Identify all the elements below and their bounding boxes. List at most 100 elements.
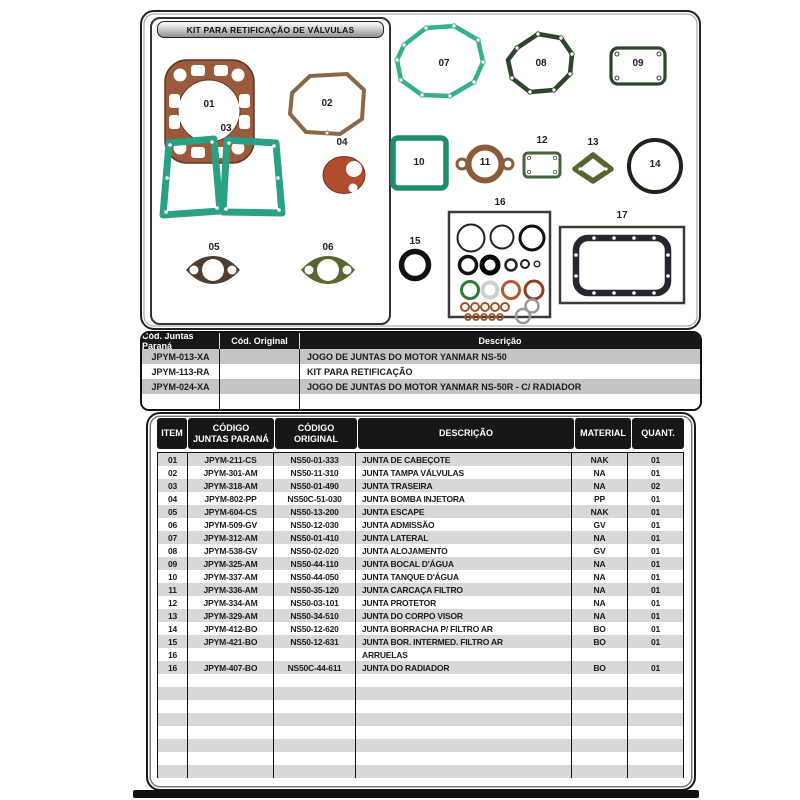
- kits-table-row: JPYM-013-XA JOGO DE JUNTAS DO MOTOR YANMA…: [142, 349, 700, 364]
- kits-table-cell: JOGO DE JUNTAS DO MOTOR YANMAR NS-50R - …: [307, 381, 582, 392]
- diagram-label-16: 16: [494, 197, 506, 208]
- parts-table-row: 09 JPYM-325-AM NS50-44-110 JUNTA BOCAL D'ÁG…: [158, 557, 683, 570]
- parts-table-row: 05 JPYM-604-CS NS50-13-200 JUNTA ESCAPE NAK 0…: [158, 505, 683, 518]
- parts-table-cell: [188, 674, 274, 687]
- parts-table-cell: NAK: [572, 505, 628, 518]
- parts-table-cell: 04: [158, 492, 188, 505]
- parts-table-cell: JPYM-509-GV: [188, 518, 274, 531]
- parts-table-cell: [158, 700, 188, 713]
- parts-table-cell: 01: [650, 623, 661, 634]
- parts-table-cell: [572, 752, 628, 765]
- parts-table-cell: [188, 713, 274, 726]
- parts-table-cell: BO: [572, 661, 628, 674]
- parts-table-cell: [274, 739, 356, 752]
- parts-table-cell: [274, 674, 356, 687]
- parts-table-cell: 01: [650, 597, 661, 608]
- parts-table-cell: 14: [158, 622, 188, 635]
- kits-table-cell: [220, 349, 300, 364]
- parts-header-cell: DESCRIÇÃO: [358, 418, 574, 449]
- parts-table-cell: [274, 726, 356, 739]
- parts-table-cell: [572, 739, 628, 752]
- diagram-label-13: 13: [587, 137, 599, 148]
- parts-table-cell: 10: [158, 570, 188, 583]
- kits-table-header: Cód. Juntas Paraná Cód. Original Descrição: [142, 333, 700, 351]
- parts-table-cell: BO: [572, 622, 628, 635]
- parts-table-row: [158, 700, 683, 713]
- parts-table-cell: [572, 648, 628, 661]
- gasket-13-illustration: [572, 152, 614, 184]
- parts-table-cell: NA: [572, 479, 628, 492]
- diagram-label-06: 06: [322, 242, 334, 253]
- kits-header-cell: Cód. Original: [220, 333, 300, 349]
- parts-table-cell: NS50C-51-030: [274, 492, 356, 505]
- parts-table-cell: [628, 713, 683, 726]
- parts-table-cell: [188, 739, 274, 752]
- parts-table-cell: JPYM-336-AM: [188, 583, 274, 596]
- diagram-label-03: 03: [220, 123, 232, 134]
- parts-table-cell: JPYM-412-BO: [188, 622, 274, 635]
- parts-table-cell: ARRUELAS: [356, 648, 572, 661]
- parts-table-cell: NS50-01-333: [274, 453, 356, 466]
- parts-table-cell: NAK: [572, 453, 628, 466]
- parts-table-cell: JPYM-334-AM: [188, 596, 274, 609]
- parts-table-cell: 02: [158, 466, 188, 479]
- parts-table-cell: JUNTA ADMISSÃO: [356, 518, 572, 531]
- diagram-label-04: 04: [336, 137, 348, 148]
- gasket-15-illustration: [398, 248, 432, 282]
- bottom-divider-bar: [133, 790, 699, 798]
- parts-table-row: 11 JPYM-336-AM NS50-35-120 JUNTA CARCAÇA FI…: [158, 583, 683, 596]
- parts-table-cell: [188, 700, 274, 713]
- parts-table-cell: [274, 752, 356, 765]
- diagram-label-15: 15: [409, 236, 421, 247]
- parts-header-cell: QUANT.: [632, 418, 684, 449]
- parts-table-cell: [356, 739, 572, 752]
- kits-table-cell: JPYM-013-XA: [142, 349, 220, 364]
- parts-table-row: 15 JPYM-421-BO NS50-12-631 JUNTA BOR. INTER…: [158, 635, 683, 648]
- parts-table-cell: JPYM-421-BO: [188, 635, 274, 648]
- parts-table-cell: JUNTA TANQUE D'ÁGUA: [356, 570, 572, 583]
- parts-table-cell: JPYM-407-BO: [188, 661, 274, 674]
- parts-table-cell: JUNTA BOCAL D'ÁGUA: [356, 557, 572, 570]
- parts-table-cell: JPYM-337-AM: [188, 570, 274, 583]
- parts-table-cell: JUNTA TAMPA VÁLVULAS: [356, 466, 572, 479]
- parts-table-cell: JPYM-802-PP: [188, 492, 274, 505]
- parts-table-cell: NA: [572, 531, 628, 544]
- diagram-label-09: 09: [632, 58, 644, 69]
- kits-table-body: JPYM-013-XA JOGO DE JUNTAS DO MOTOR YANMA…: [142, 349, 700, 409]
- kits-table-row: JPYM-024-XA JOGO DE JUNTAS DO MOTOR YANMA…: [142, 379, 700, 394]
- kits-table-cell: [142, 394, 220, 409]
- parts-table-cell: 12: [158, 596, 188, 609]
- parts-table-cell: [356, 752, 572, 765]
- parts-table-cell: NA: [572, 596, 628, 609]
- parts-header-cell: CÓDIGO ORIGINAL: [275, 418, 357, 449]
- diagram-label-07: 07: [438, 58, 450, 69]
- parts-table-cell: [274, 700, 356, 713]
- kits-table-cell: [220, 364, 300, 379]
- parts-table-row: 13 JPYM-329-AM NS50-34-510 JUNTA DO CORPO V…: [158, 609, 683, 622]
- parts-table-cell: [274, 687, 356, 700]
- parts-table-cell: NS50-01-490: [274, 479, 356, 492]
- parts-table-cell: BO: [572, 635, 628, 648]
- parts-table-cell: GV: [572, 544, 628, 557]
- parts-table-cell: [628, 752, 683, 765]
- parts-table-cell: 15: [158, 635, 188, 648]
- parts-header-cell: CÓDIGO JUNTAS PARANÁ: [188, 418, 274, 449]
- parts-table-cell: 09: [158, 557, 188, 570]
- parts-table-cell: [628, 700, 683, 713]
- parts-table-cell: [356, 726, 572, 739]
- parts-table-row: 03 JPYM-318-AM NS50-01-490 JUNTA TRASEIRA NA…: [158, 479, 683, 492]
- diagram-label-01: 01: [203, 99, 215, 110]
- parts-table-cell: 01: [650, 532, 661, 543]
- parts-table-cell: NA: [572, 583, 628, 596]
- parts-table-cell: NS50-12-631: [274, 635, 356, 648]
- parts-table-cell: NA: [572, 609, 628, 622]
- parts-table-cell: 01: [650, 545, 661, 556]
- parts-table-cell: [572, 726, 628, 739]
- parts-table-cell: 01: [650, 506, 661, 517]
- parts-table-cell: NS50-35-120: [274, 583, 356, 596]
- kits-table-cell: [220, 379, 300, 394]
- gasket-diagram-panel: KIT PARA RETIFICAÇÃO DE VÁLVULAS: [140, 10, 701, 330]
- parts-table-cell: [628, 739, 683, 752]
- parts-table-cell: PP: [572, 492, 628, 505]
- parts-table-row: 10 JPYM-337-AM NS50-44-050 JUNTA TANQUE D'Á…: [158, 570, 683, 583]
